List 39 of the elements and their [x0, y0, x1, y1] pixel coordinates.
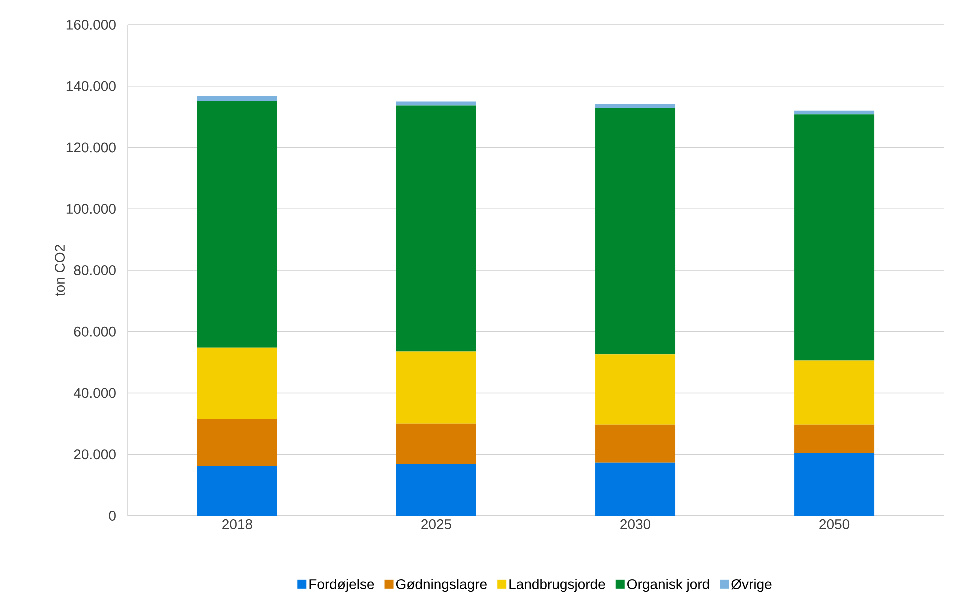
y-tick-label: 0 [109, 511, 116, 521]
bar [396, 464, 476, 516]
y-tick-label: 80.000 [74, 266, 116, 276]
bar [396, 102, 476, 106]
y-tick-label: 140.000 [66, 81, 116, 92]
legend-label: Gødningslagre [396, 579, 487, 592]
x-tick-label: 2030 [620, 520, 651, 530]
y-tick-label: 120.000 [66, 142, 116, 153]
x-tick-label: 2050 [820, 520, 850, 530]
y-tick-label: 100.000 [66, 204, 116, 214]
bar [794, 360, 875, 425]
bar [794, 453, 875, 516]
x-tick-label: 2018 [222, 520, 252, 530]
legend-label: Øvrige [732, 579, 772, 592]
y-tick-label: 40.000 [74, 388, 116, 398]
bar [197, 101, 278, 348]
bar [197, 466, 278, 516]
bar [794, 114, 875, 361]
bar [396, 424, 476, 464]
bar [396, 352, 476, 424]
y-tick-label: 160.000 [66, 20, 116, 30]
bar [794, 424, 875, 454]
y-axis-title: ton CO2 [55, 245, 66, 296]
y-tick-label: 20.000 [74, 450, 116, 460]
bar [596, 108, 676, 355]
legend-label: Fordøjelse [310, 579, 374, 592]
bar [596, 104, 676, 108]
y-tick-label: 60.000 [74, 326, 116, 337]
bar [596, 462, 676, 516]
bar [197, 348, 278, 420]
bar [197, 96, 278, 102]
bar [197, 419, 278, 466]
bar [794, 110, 875, 115]
legend-label: Landbrugsjorde [510, 579, 606, 592]
bar [596, 424, 676, 463]
x-tick-label: 2025 [422, 520, 452, 530]
legend-label: Organisk jord [628, 579, 710, 592]
bar [596, 354, 676, 425]
bar [396, 106, 476, 352]
